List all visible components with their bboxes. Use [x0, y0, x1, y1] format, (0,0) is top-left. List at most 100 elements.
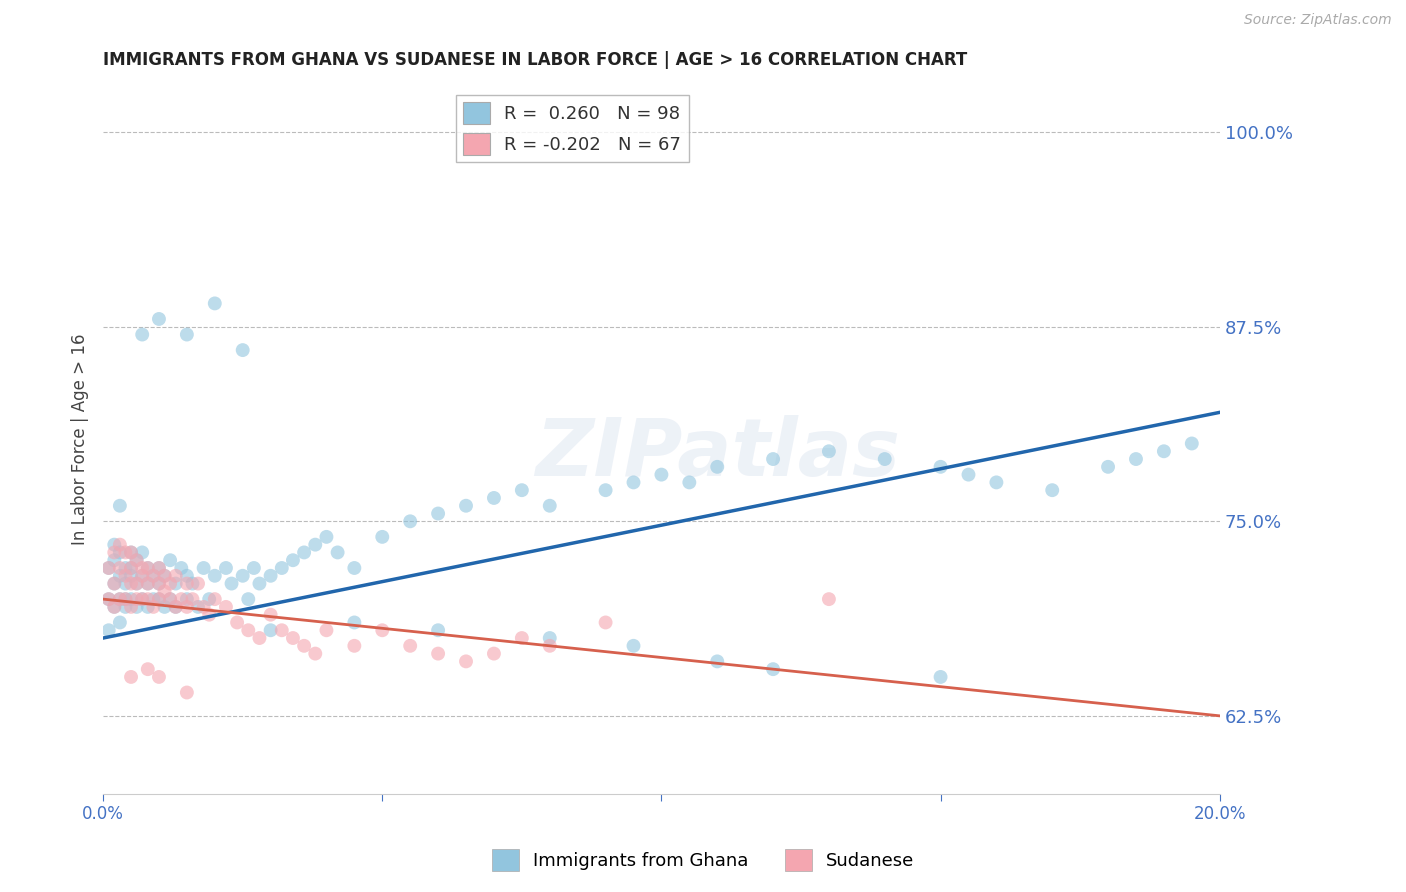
Point	[326, 545, 349, 559]
Point	[108, 592, 131, 607]
Point	[929, 670, 952, 684]
Point	[1097, 459, 1119, 474]
Point	[292, 545, 315, 559]
Point	[623, 475, 645, 490]
Point	[131, 592, 153, 607]
Point	[153, 584, 176, 599]
Point	[204, 592, 226, 607]
Point	[153, 568, 176, 582]
Point	[538, 639, 561, 653]
Point	[165, 576, 187, 591]
Point	[153, 568, 176, 582]
Point	[176, 576, 198, 591]
Point	[120, 545, 142, 559]
Point	[108, 545, 131, 559]
Point	[427, 507, 450, 521]
Point	[232, 568, 254, 582]
Point	[159, 553, 181, 567]
Point	[986, 475, 1008, 490]
Point	[148, 561, 170, 575]
Point	[131, 592, 153, 607]
Point	[108, 499, 131, 513]
Point	[371, 624, 394, 638]
Y-axis label: In Labor Force | Age > 16: In Labor Force | Age > 16	[72, 334, 89, 545]
Point	[249, 631, 271, 645]
Point	[165, 599, 187, 614]
Point	[159, 592, 181, 607]
Point	[114, 545, 136, 559]
Point	[142, 568, 165, 582]
Point	[204, 296, 226, 310]
Point	[215, 561, 238, 575]
Point	[103, 538, 125, 552]
Point	[125, 592, 148, 607]
Point	[165, 568, 187, 582]
Point	[120, 592, 142, 607]
Point	[125, 576, 148, 591]
Point	[176, 599, 198, 614]
Point	[818, 444, 841, 458]
Point	[181, 592, 204, 607]
Point	[193, 561, 215, 575]
Point	[142, 568, 165, 582]
Point	[120, 670, 142, 684]
Point	[176, 592, 198, 607]
Point	[238, 624, 260, 638]
Point	[650, 467, 672, 482]
Point	[454, 499, 477, 513]
Point	[315, 624, 337, 638]
Point	[131, 568, 153, 582]
Point	[243, 561, 266, 575]
Text: ZIPatlas: ZIPatlas	[534, 415, 900, 492]
Point	[427, 647, 450, 661]
Point	[538, 631, 561, 645]
Point	[103, 599, 125, 614]
Point	[103, 576, 125, 591]
Point	[170, 561, 193, 575]
Point	[159, 576, 181, 591]
Point	[238, 592, 260, 607]
Point	[371, 530, 394, 544]
Point	[292, 639, 315, 653]
Point	[136, 576, 159, 591]
Point	[170, 592, 193, 607]
Point	[120, 576, 142, 591]
Point	[120, 561, 142, 575]
Point	[103, 599, 125, 614]
Point	[148, 576, 170, 591]
Point	[595, 483, 617, 498]
Point	[136, 561, 159, 575]
Point	[136, 576, 159, 591]
Point	[125, 576, 148, 591]
Point	[97, 592, 120, 607]
Point	[249, 576, 271, 591]
Point	[215, 599, 238, 614]
Point	[97, 561, 120, 575]
Point	[193, 599, 215, 614]
Point	[315, 530, 337, 544]
Legend: Immigrants from Ghana, Sudanese: Immigrants from Ghana, Sudanese	[485, 842, 921, 879]
Point	[762, 452, 785, 467]
Point	[148, 312, 170, 326]
Point	[198, 592, 221, 607]
Point	[595, 615, 617, 630]
Point	[136, 592, 159, 607]
Point	[482, 647, 505, 661]
Point	[131, 545, 153, 559]
Point	[399, 514, 422, 528]
Point	[510, 483, 533, 498]
Point	[957, 467, 980, 482]
Point	[623, 639, 645, 653]
Point	[153, 599, 176, 614]
Point	[343, 615, 366, 630]
Point	[114, 561, 136, 575]
Point	[304, 538, 326, 552]
Point	[1181, 436, 1204, 450]
Point	[125, 599, 148, 614]
Point	[281, 553, 304, 567]
Point	[270, 561, 292, 575]
Point	[762, 662, 785, 676]
Point	[281, 631, 304, 645]
Point	[114, 568, 136, 582]
Point	[136, 599, 159, 614]
